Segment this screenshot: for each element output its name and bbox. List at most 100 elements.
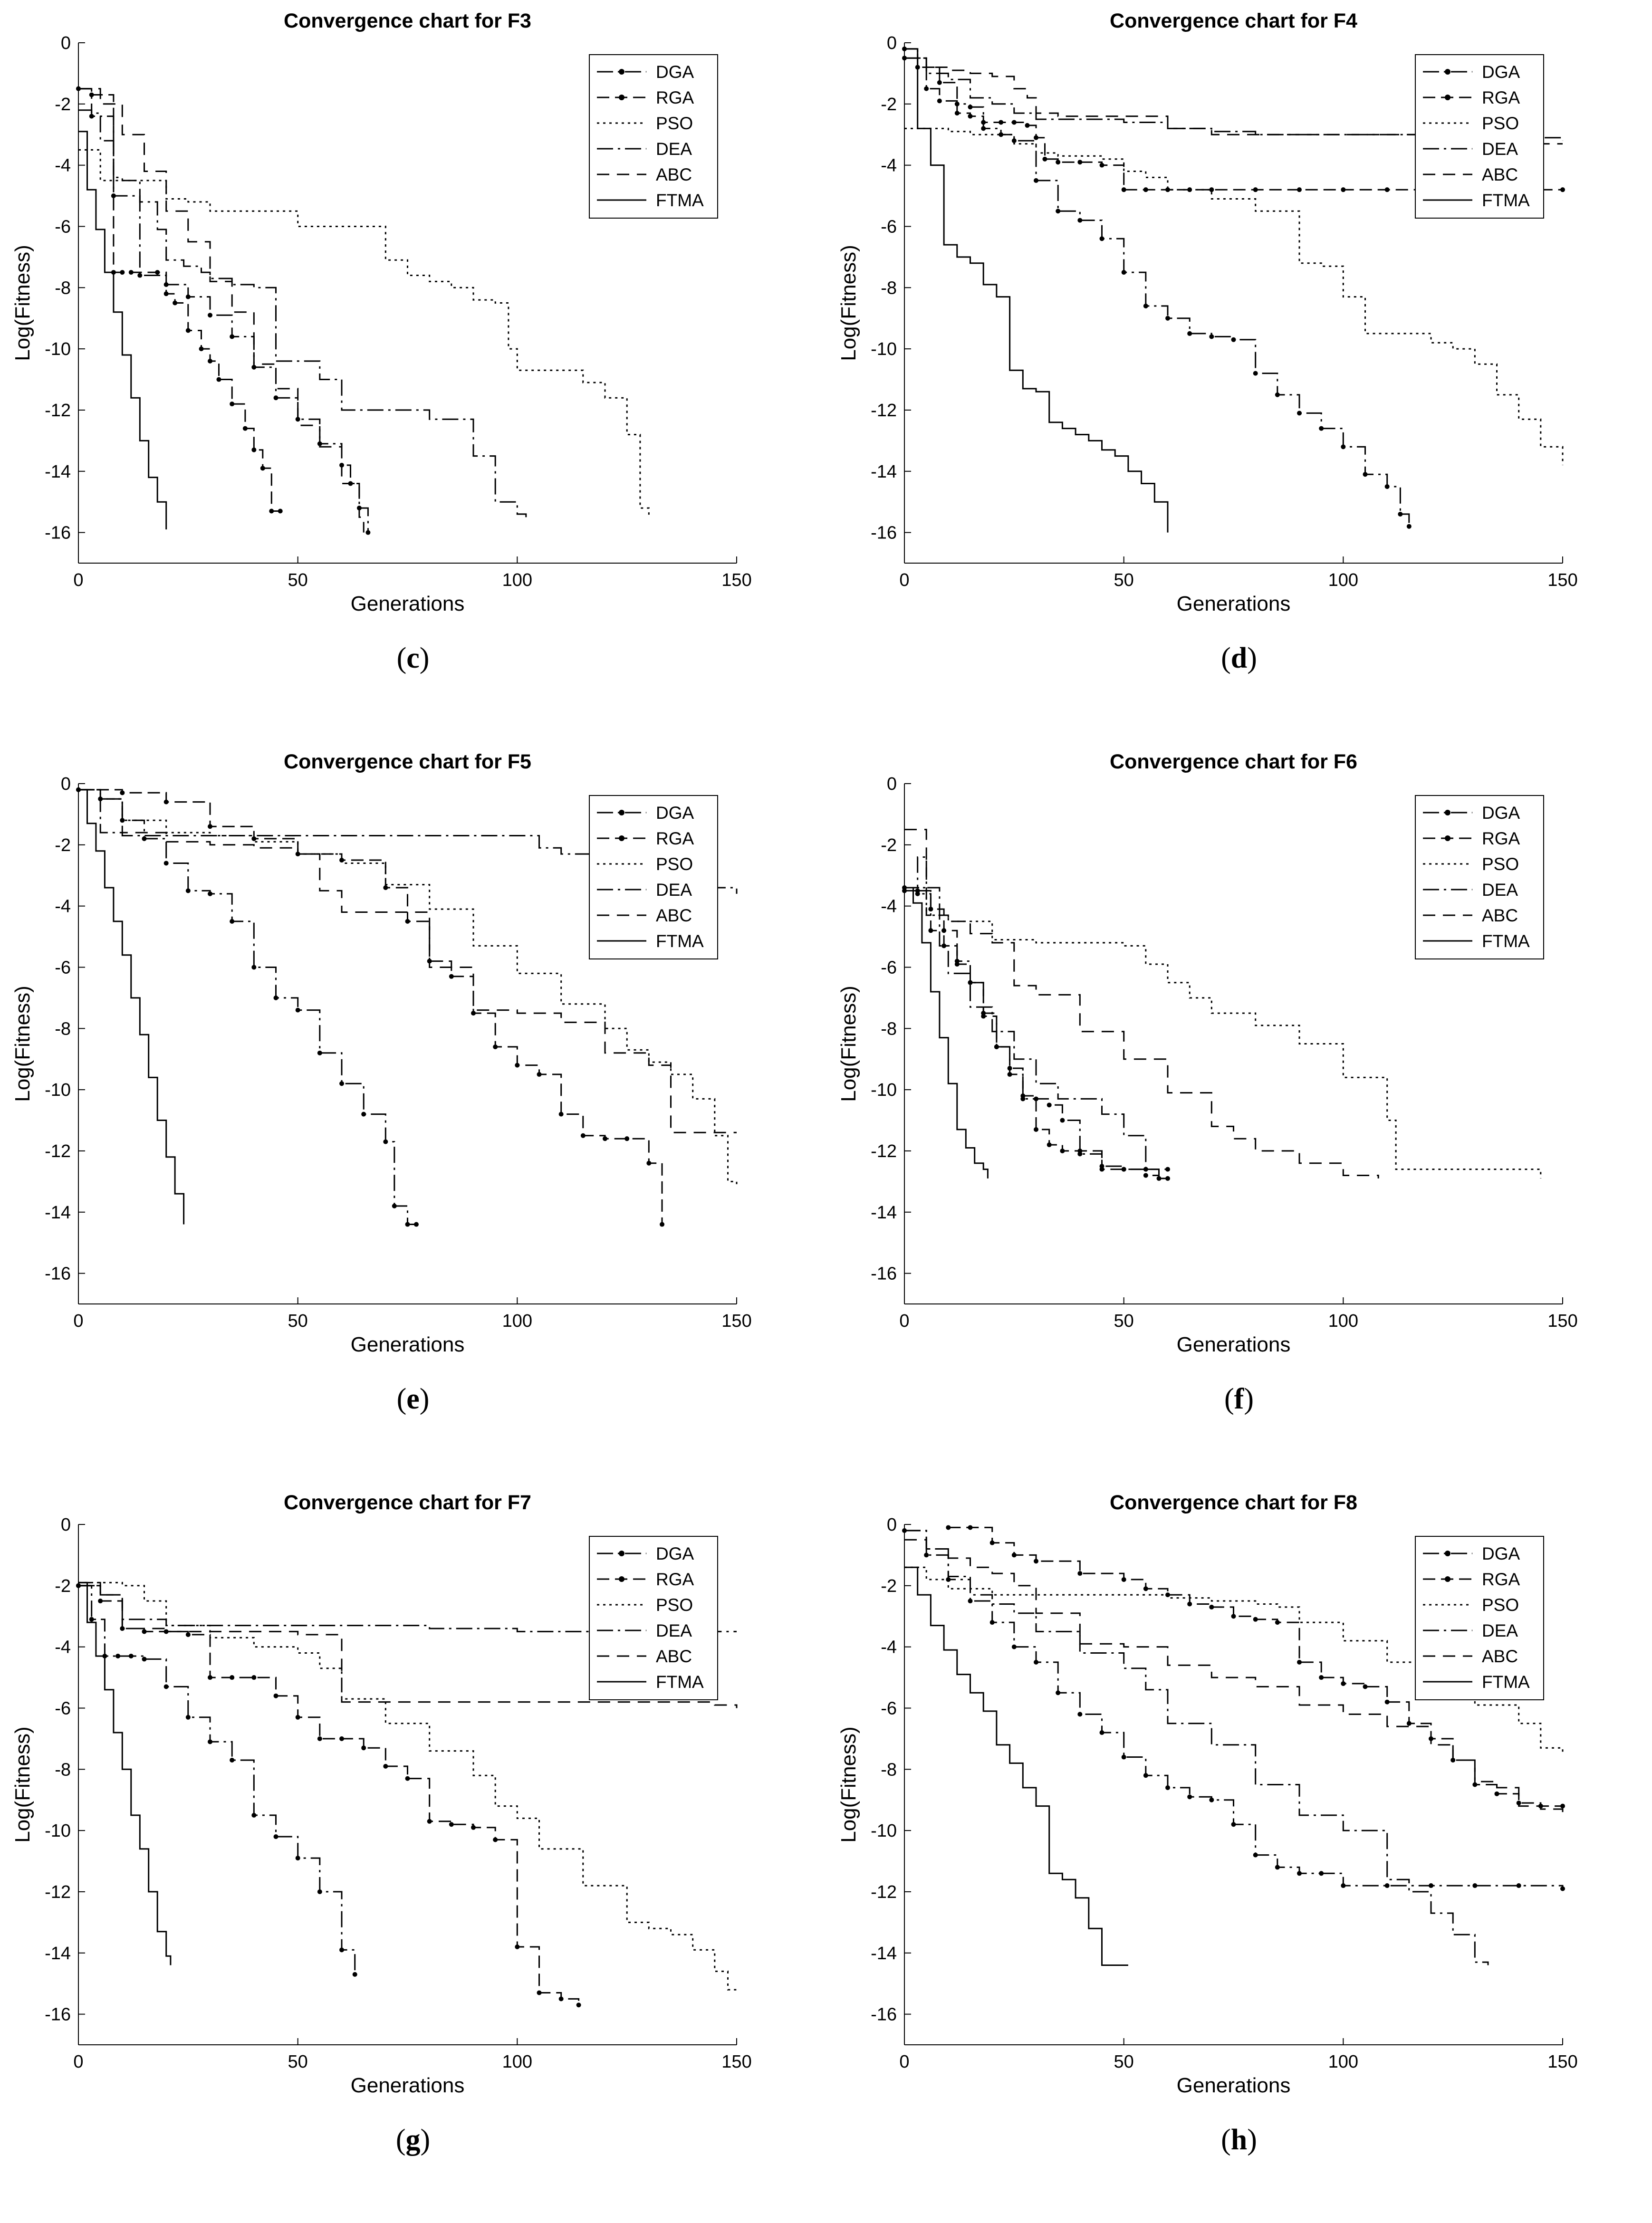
series-point-dga xyxy=(273,1834,279,1839)
series-point-rga xyxy=(994,1044,999,1049)
legend-label-dga: DGA xyxy=(656,62,694,82)
series-point-dga xyxy=(365,530,371,535)
series-point-dga xyxy=(295,1007,300,1013)
series-point-rga xyxy=(915,888,920,893)
series-point-rga xyxy=(163,799,169,805)
series-line-abc xyxy=(904,829,1379,1179)
panel-c: Convergence chart for F3 0 50 100 150 0 -2 -4 -6… xyxy=(0,0,826,741)
series-point-rga xyxy=(999,120,1004,125)
y-tick-label: -14 xyxy=(45,1944,71,1964)
caption-h: (h) xyxy=(1221,2124,1257,2156)
legend-label-pso: PSO xyxy=(1482,114,1519,133)
series-point-dga xyxy=(1165,1785,1170,1790)
panel-d: Convergence chart for F4 0 50 100 150 0 -2 -4 -6… xyxy=(826,0,1652,741)
series-point-dga xyxy=(968,105,973,110)
legend-marker-dga xyxy=(619,1551,624,1556)
series-point-rga xyxy=(1143,187,1148,192)
x-tick-label: 100 xyxy=(502,570,532,590)
series-point-rga xyxy=(273,1693,279,1698)
series-point-rga xyxy=(981,120,986,125)
series-point-rga xyxy=(1077,1571,1083,1576)
y-tick-label: 0 xyxy=(61,774,71,794)
series-point-rga xyxy=(230,1675,235,1680)
legend-marker-rga xyxy=(1445,1576,1450,1582)
series-point-dga xyxy=(1253,1852,1258,1858)
series-point-rga xyxy=(1034,1559,1038,1564)
series-point-dga xyxy=(142,1657,147,1662)
series-point-rga xyxy=(1121,1577,1126,1582)
chart-f: Convergence chart for F6 0 50 100 150 0 -2 -4 -6… xyxy=(837,750,1578,1356)
legend-label-ftma: FTMA xyxy=(656,191,704,210)
series-point-rga xyxy=(1034,135,1038,140)
series-point-dga xyxy=(230,919,235,924)
series-point-dga xyxy=(937,98,942,104)
series-point-dga xyxy=(1165,316,1170,321)
y-tick-label: -10 xyxy=(871,1821,897,1841)
caption-letter: f xyxy=(1234,1383,1244,1415)
y-tick-label: -2 xyxy=(881,835,897,855)
series-point-dga xyxy=(1472,1883,1478,1888)
series-line-dga xyxy=(904,890,1168,1179)
legend-label-dga: DGA xyxy=(1482,62,1520,82)
series-point-rga xyxy=(199,346,204,352)
chart-d: Convergence chart for F4 0 50 100 150 0 -2 -4 -6… xyxy=(837,10,1578,615)
x-axis-label: Generations xyxy=(1177,2074,1291,2097)
series-point-dga xyxy=(111,193,116,199)
series-point-rga xyxy=(1047,1142,1052,1148)
series-point-dga xyxy=(1187,1794,1192,1800)
y-tick-label: -12 xyxy=(871,1882,897,1902)
legend-label-rga: RGA xyxy=(656,1570,694,1589)
series-point-dga xyxy=(1297,1871,1302,1876)
y-axis-label: Log(Fitness) xyxy=(837,986,860,1102)
series-point-dga xyxy=(163,861,169,866)
chart-e: Convergence chart for F5 0 50 100 150 0 -2 -4 -6… xyxy=(11,750,752,1356)
series-point-rga xyxy=(1143,1586,1148,1591)
series-point-dga xyxy=(941,943,947,949)
series-point-dga xyxy=(1429,1883,1433,1888)
legend-marker-dga xyxy=(1445,810,1450,815)
series-point-dga xyxy=(1034,1659,1038,1665)
caption-letter: d xyxy=(1230,642,1248,674)
series-point-dga xyxy=(273,395,279,401)
chart-title: Convergence chart for F8 xyxy=(1110,1491,1357,1514)
series-point-dga xyxy=(928,928,933,933)
y-tick-label: -8 xyxy=(55,1760,71,1780)
chart-g: Convergence chart for F7 0 50 100 150 0 -2 -4 -6… xyxy=(11,1491,752,2097)
series-point-rga xyxy=(295,1715,300,1720)
chart-h: Convergence chart for F8 0 50 100 150 0 -2 -4 -6… xyxy=(837,1491,1578,2097)
x-tick-label: 0 xyxy=(899,570,909,590)
panel-g: Convergence chart for F7 0 50 100 150 0 -2 -4 -6… xyxy=(0,1482,826,2223)
legend-box xyxy=(589,795,718,959)
series-point-dga xyxy=(1319,1871,1324,1876)
y-tick-label: 0 xyxy=(887,33,897,53)
series-line-pso xyxy=(904,1566,1564,1754)
series-point-dga xyxy=(230,1757,235,1763)
series-point-rga xyxy=(1297,187,1302,192)
series-point-dga xyxy=(339,1947,344,1953)
series-point-rga xyxy=(1231,1614,1236,1619)
series-point-rga xyxy=(405,919,410,924)
series-point-dga xyxy=(1165,1176,1170,1181)
x-tick-label: 100 xyxy=(1328,1311,1358,1331)
series-point-dga xyxy=(1077,1712,1083,1717)
series-point-dga xyxy=(1121,1754,1126,1760)
series-point-rga xyxy=(405,1776,410,1781)
legend-marker-rga xyxy=(1445,835,1450,841)
series-point-dga xyxy=(251,965,257,970)
series-point-rga xyxy=(1121,1167,1126,1172)
legend-marker-rga xyxy=(619,1576,624,1582)
chart-title: Convergence chart for F7 xyxy=(284,1491,531,1514)
y-tick-label: -14 xyxy=(871,1203,897,1223)
series-point-dga xyxy=(1363,472,1368,477)
legend-label-dea: DEA xyxy=(1482,1621,1518,1640)
series-point-dga xyxy=(1034,178,1038,183)
x-tick-label: 50 xyxy=(1114,1311,1134,1331)
x-tick-label: 150 xyxy=(1547,2052,1577,2072)
series-point-dga xyxy=(1060,1118,1065,1123)
series-point-rga xyxy=(1187,1601,1192,1607)
series-point-dga xyxy=(1143,1173,1148,1178)
series-point-dga xyxy=(163,1684,169,1689)
y-tick-label: -8 xyxy=(881,1760,897,1780)
series-point-rga xyxy=(1007,1066,1012,1071)
series-point-rga xyxy=(185,1632,191,1637)
